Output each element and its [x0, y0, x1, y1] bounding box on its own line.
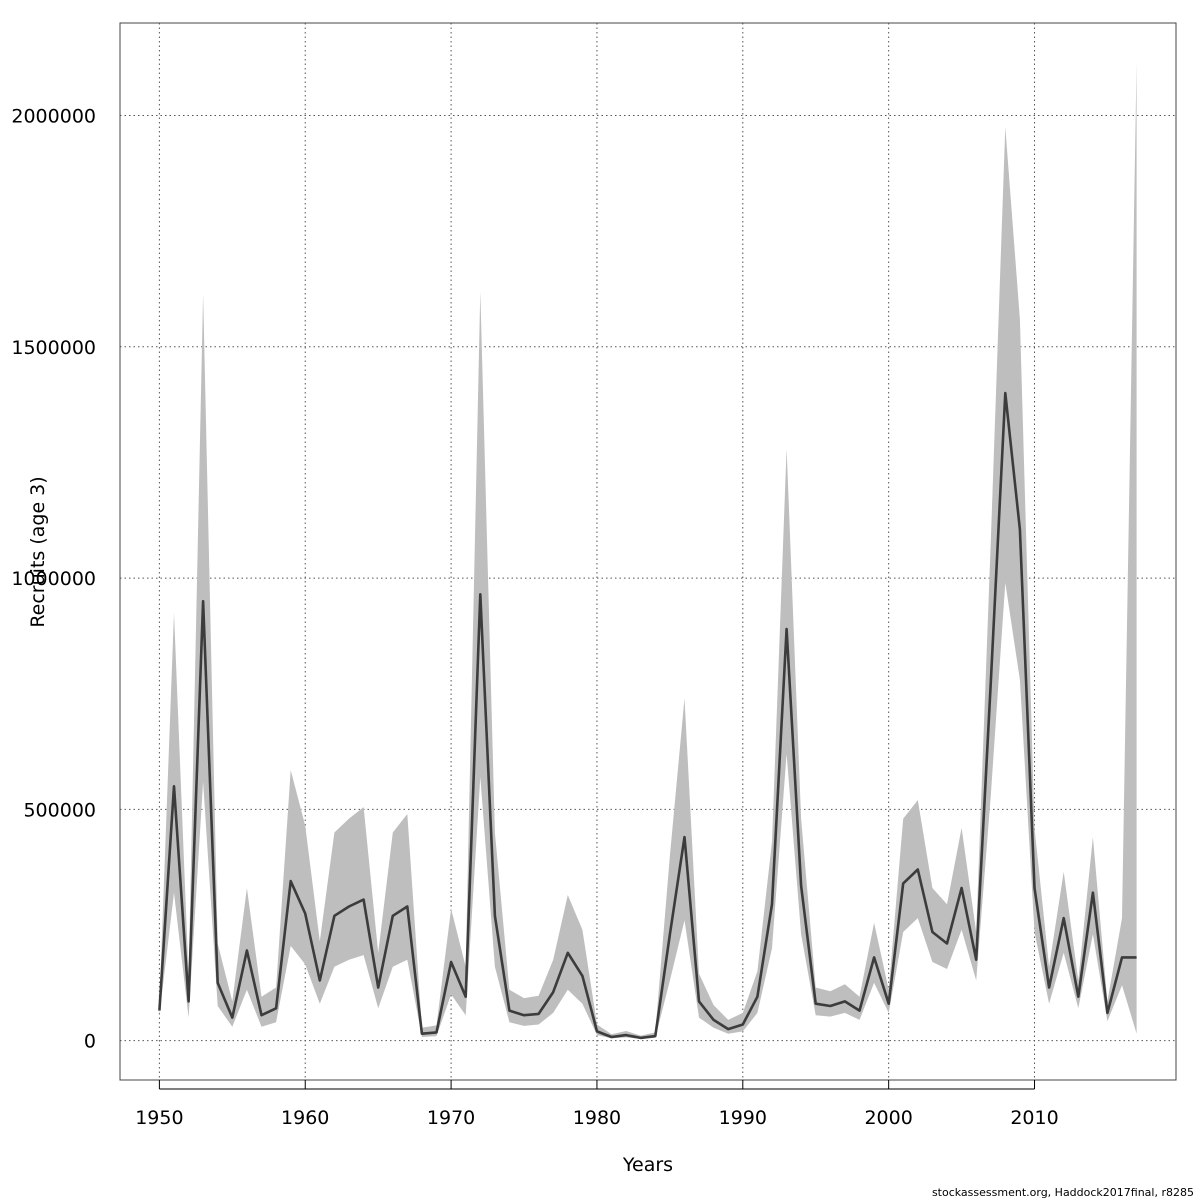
x-tick-label: 1990 — [719, 1107, 767, 1129]
x-tick-label: 1950 — [135, 1107, 183, 1129]
y-axis-title: Recruits (age 3) — [27, 476, 49, 627]
x-axis-title: Years — [622, 1154, 673, 1176]
confidence-band — [159, 62, 1137, 1039]
y-tick-label: 2000000 — [11, 106, 96, 128]
estimate-line — [158, 391, 1137, 1040]
x-tick-label: 2010 — [1010, 1107, 1058, 1129]
y-tick-label: 500000 — [23, 799, 96, 821]
y-axis: 0 500000 1000000 1500000 2000000 — [11, 106, 96, 1053]
y-tick-label: 0 — [84, 1031, 96, 1053]
source-caption: stockassessment.org, Haddock2017final, r… — [931, 1186, 1194, 1199]
x-tick-label: 1980 — [573, 1107, 621, 1129]
x-tick-label: 1970 — [427, 1107, 475, 1129]
x-tick-label: 1960 — [281, 1107, 329, 1129]
y-tick-label: 1000000 — [11, 568, 96, 590]
x-axis: 1950 1960 1970 1980 1990 2000 2010 — [135, 1080, 1059, 1129]
plot-frame — [119, 22, 1177, 1081]
x-tick-label: 2000 — [864, 1107, 912, 1129]
y-tick-label: 1500000 — [11, 337, 96, 359]
